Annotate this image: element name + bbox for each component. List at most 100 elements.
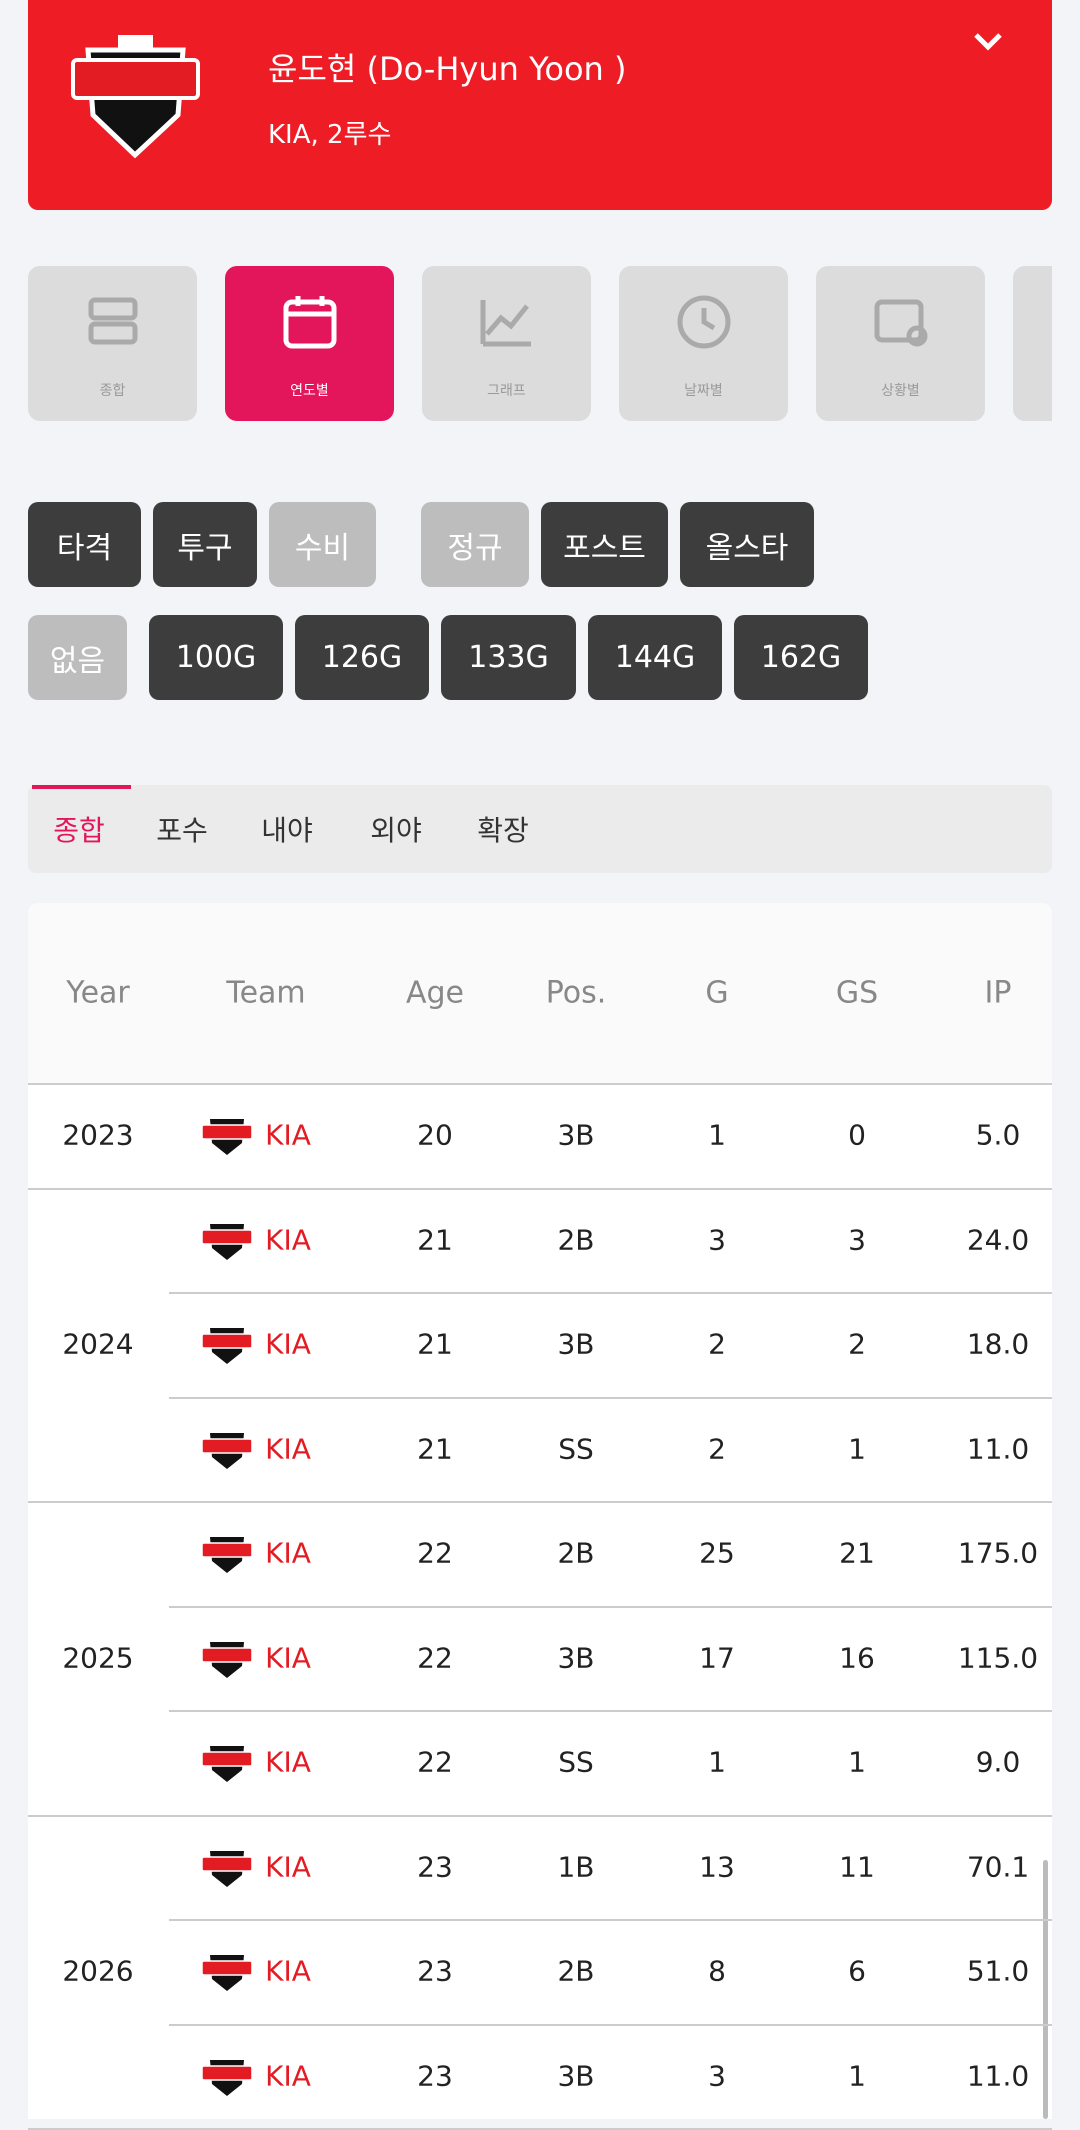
column-header: IP — [984, 975, 1012, 1011]
team-logo — [200, 1740, 254, 1784]
collapse-icon[interactable] — [968, 25, 1008, 55]
group-divider — [28, 1501, 1052, 1503]
stat-cell: 22 — [417, 1536, 453, 1570]
team-logo — [200, 1845, 254, 1889]
view-tab[interactable]: 연도별 — [225, 266, 394, 421]
stat-cell: 1 — [848, 1432, 866, 1466]
stat-cell: 16 — [839, 1641, 875, 1675]
team-name: KIA — [265, 1745, 311, 1779]
stat-cell: 2B — [557, 1954, 595, 1988]
stat-cell: 23 — [417, 2059, 453, 2093]
team-logo — [200, 1218, 254, 1262]
team-name: KIA — [265, 1954, 311, 1988]
team-logo — [71, 35, 200, 159]
view-tab-label: 상황별 — [881, 383, 920, 399]
column-header: GS — [835, 975, 879, 1011]
view-tab[interactable]: 그래프 — [422, 266, 591, 421]
filter-button[interactable]: 포스트 — [541, 502, 668, 587]
filter-button[interactable]: 100G — [149, 615, 283, 700]
stat-cell: 22 — [417, 1745, 453, 1779]
stat-cell: 3 — [708, 1223, 726, 1257]
sub-tab[interactable]: 종합 — [53, 814, 105, 847]
stat-cell: 3 — [848, 1223, 866, 1257]
team-logo — [200, 1949, 254, 1993]
stat-cell: 8 — [708, 1954, 726, 1988]
year-cell: 2023 — [62, 1118, 134, 1152]
stat-cell: 3B — [557, 1118, 595, 1152]
stat-cell: 175.0 — [957, 1536, 1039, 1570]
row-divider — [169, 1919, 1052, 1921]
team-name: KIA — [265, 1223, 311, 1257]
stat-cell: 1 — [848, 2059, 866, 2093]
stat-cell: 0 — [848, 1118, 866, 1152]
stat-cell: SS — [558, 1432, 594, 1466]
filter-button[interactable]: 144G — [588, 615, 722, 700]
filter-button[interactable]: 126G — [295, 615, 429, 700]
column-header: Year — [66, 975, 130, 1011]
stat-cell: 11.0 — [966, 1432, 1030, 1466]
team-logo — [200, 2054, 254, 2098]
view-tab[interactable]: 종합 — [28, 266, 197, 421]
stat-cell: 9.0 — [975, 1745, 1021, 1779]
filter-button[interactable]: 올스타 — [680, 502, 814, 587]
stat-cell: 3 — [708, 2059, 726, 2093]
stat-cell: 24.0 — [966, 1223, 1030, 1257]
stat-cell: 115.0 — [957, 1641, 1039, 1675]
tab-partial[interactable] — [1013, 266, 1052, 421]
stat-cell: 17 — [699, 1641, 735, 1675]
team-name: KIA — [265, 2059, 311, 2093]
table-header — [28, 903, 1052, 1083]
filter-button[interactable]: 없음 — [28, 615, 127, 700]
filter-button[interactable]: 투구 — [153, 502, 257, 587]
column-header: G — [705, 975, 729, 1011]
row-divider — [169, 2023, 1052, 2026]
sub-tab[interactable]: 확장 — [477, 814, 529, 847]
stat-cell: 23 — [417, 1954, 453, 1988]
stat-cell: 3B — [557, 1327, 595, 1361]
team-logo — [200, 1427, 254, 1471]
stat-cell: 1 — [708, 1745, 726, 1779]
stat-cell: 18.0 — [966, 1327, 1030, 1361]
team-name: KIA — [265, 1641, 311, 1675]
stat-cell: 23 — [417, 1850, 453, 1884]
sub-tab-indicator — [32, 785, 131, 789]
filter-button[interactable]: 정규 — [421, 502, 529, 587]
player-name: 윤도현 (Do-Hyun Yoon ) — [268, 50, 627, 88]
stat-cell: 3B — [557, 1641, 595, 1675]
stat-cell: SS — [558, 1745, 594, 1779]
team-logo — [200, 1113, 254, 1157]
filter-button[interactable]: 타격 — [28, 502, 141, 587]
view-tab[interactable]: 날짜별 — [619, 266, 788, 421]
stat-cell: 2B — [557, 1223, 595, 1257]
stat-cell: 21 — [417, 1223, 453, 1257]
sub-tab[interactable]: 외야 — [370, 814, 422, 847]
year-cell: 2025 — [62, 1641, 134, 1675]
scrollbar — [1043, 1860, 1048, 2119]
column-header: Pos. — [545, 975, 607, 1011]
filter-button[interactable]: 수비 — [269, 502, 376, 587]
stat-cell: 5.0 — [975, 1118, 1021, 1152]
stat-cell: 20 — [417, 1118, 453, 1152]
team-name: KIA — [265, 1432, 311, 1466]
row-divider — [169, 1710, 1052, 1712]
view-tab[interactable]: 상황별 — [816, 266, 985, 421]
stat-cell: 2B — [557, 1536, 595, 1570]
team-name: KIA — [265, 1536, 311, 1570]
stat-cell: 1B — [557, 1850, 595, 1884]
filter-button[interactable]: 133G — [441, 615, 576, 700]
stat-cell: 11 — [839, 1850, 875, 1884]
sub-tab[interactable]: 내야 — [261, 814, 313, 847]
column-header: Age — [405, 975, 465, 1011]
view-tab-label: 그래프 — [487, 383, 526, 399]
stat-cell: 25 — [699, 1536, 735, 1570]
player-subtitle: KIA, 2루수 — [268, 120, 392, 150]
stat-cell: 2 — [708, 1432, 726, 1466]
filter-button[interactable]: 162G — [734, 615, 868, 700]
stat-cell: 51.0 — [966, 1954, 1030, 1988]
team-logo — [200, 1322, 254, 1366]
stat-cell: 21 — [417, 1432, 453, 1466]
group-divider — [28, 1187, 1052, 1190]
stat-cell: 2 — [848, 1327, 866, 1361]
sub-tab[interactable]: 포수 — [156, 814, 208, 847]
